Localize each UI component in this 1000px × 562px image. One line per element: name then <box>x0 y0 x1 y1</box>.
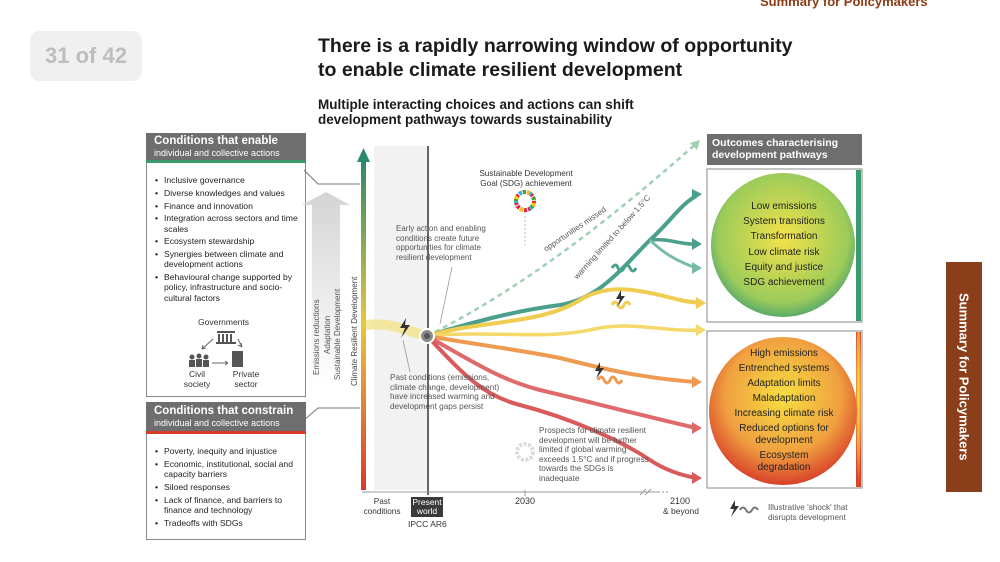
enable-item: Synergies between climate and developmen… <box>155 249 303 269</box>
positive-outcomes: Low emissions System transitions Transfo… <box>719 200 849 289</box>
negative-outcome: Adaptation limits <box>747 378 821 389</box>
positive-outcome: SDG achievement <box>743 277 825 289</box>
negative-globe <box>709 337 857 485</box>
civil-society-icon <box>189 353 209 367</box>
timeline-2030: 2030 <box>515 496 536 506</box>
page-indicator: 31 of 42 <box>30 31 142 81</box>
negative-outcome: High emissions <box>750 348 818 359</box>
private-sector-icon <box>232 351 243 367</box>
annotation-prospects: Prospects for climate resilient developm… <box>539 426 649 483</box>
missed-arrow-icon <box>690 140 700 150</box>
constrain-item: Lack of finance, and barriers to finance… <box>155 495 303 515</box>
timeline-beyond: & beyond <box>663 506 699 516</box>
timeline-present-world: Present world <box>411 497 443 517</box>
teal-arrow-icon <box>692 189 702 201</box>
constrain-item: Siloed responses <box>155 482 303 492</box>
actor-governments: Governments <box>198 317 250 327</box>
actor-private-sector: Private sector <box>232 369 260 389</box>
shock-bolt-icon <box>616 290 625 307</box>
outcomes-header <box>707 134 862 165</box>
enable-item: Finance and innovation <box>155 201 303 211</box>
negative-outcome: Entrenched systems <box>738 363 830 374</box>
figure-title: There is a rapidly narrowing window of o… <box>318 34 878 82</box>
figure-subtitle: Multiple interacting choices and actions… <box>318 97 738 127</box>
figure-subtitle-line2: development pathways towards sustainabil… <box>318 112 613 127</box>
legend-shock-label: Illustrative 'shock' that disrupts devel… <box>768 503 848 522</box>
negative-outcome: Increasing climate risk <box>734 408 834 419</box>
timeline-2100: 2100 <box>670 496 691 506</box>
constrain-item: Tradeoffs with SDGs <box>155 518 303 528</box>
enable-item: Inclusive governance <box>155 175 303 185</box>
shock-bolt-icon <box>595 362 604 379</box>
enable-item: Ecosystem stewardship <box>155 236 303 246</box>
positive-outcome: Low climate risk <box>748 246 820 258</box>
axis-label-emissions: Emissions reductions <box>312 299 321 375</box>
constrain-list: Poverty, inequity and injustice Economic… <box>155 446 303 530</box>
negative-outcome: Maladaptation <box>752 393 816 404</box>
legend-shock-icon <box>730 500 739 517</box>
crd-axis <box>361 160 366 490</box>
pathway-yellow <box>426 287 701 338</box>
positive-outcome: System transitions <box>743 216 825 228</box>
pathway-teal <box>426 194 698 338</box>
positive-outcome: Low emissions <box>751 201 817 212</box>
negative-outcome: Ecosystem degradation <box>757 450 811 473</box>
actor-civil-society: Civil society <box>183 369 211 389</box>
crd-axis-arrow-icon <box>357 148 370 162</box>
negative-bar <box>856 332 861 487</box>
actor-arrows-icon <box>201 338 243 366</box>
figure-title-line1: There is a rapidly narrowing window of o… <box>318 35 793 57</box>
enable-list: Inclusive governance Diverse knowledges … <box>155 175 303 305</box>
annotation-past-conditions: Past conditions (emissions, climate chan… <box>390 373 500 411</box>
time-axis-break-icon <box>639 488 652 496</box>
pathway-red <box>426 334 697 430</box>
figure-title-line2: to enable climate resilient development <box>318 59 683 81</box>
constrain-subtitle: individual and collective actions <box>154 418 280 428</box>
actors-diagram <box>189 331 243 367</box>
header-tag: Summary for Policymakers <box>760 0 928 9</box>
timeline-past-conditions: Past conditions <box>363 497 401 516</box>
past-area <box>374 146 427 490</box>
negative-outcomes: High emissions Entrenched systems Adapta… <box>723 348 845 474</box>
constrain-item: Poverty, inequity and injustice <box>155 446 303 456</box>
side-tab-label: Summary for Policymakers <box>956 293 972 461</box>
enable-header: Conditions that enable individual and co… <box>146 133 306 163</box>
positive-outcome: Transformation <box>750 231 818 243</box>
axis-label-sustainable: Sustainable Development <box>333 288 342 380</box>
enable-item: Behavioural change supported by policy, … <box>155 272 303 303</box>
positive-bar <box>856 170 861 321</box>
governments-icon <box>216 331 236 344</box>
progress-arrow-icon <box>302 192 350 388</box>
enable-connector <box>303 169 360 185</box>
axis-label-crd: Climate Resilient Development <box>350 276 359 386</box>
sdg-wheel-icon <box>514 190 536 212</box>
shock-bolt-icon <box>400 318 410 338</box>
enable-item: Diverse knowledges and values <box>155 188 303 198</box>
timeline-ipcc: IPCC AR6 <box>408 519 447 529</box>
positive-outcome: Equity and justice <box>744 261 824 273</box>
constrain-header: Conditions that constrain individual and… <box>146 402 306 434</box>
enable-item: Integration across sectors and time scal… <box>155 213 303 233</box>
enable-title: Conditions that enable <box>154 135 278 147</box>
annotation-sdg: Sustainable Development Goal (SDG) achie… <box>479 169 573 188</box>
constrain-title: Conditions that constrain <box>154 405 294 417</box>
annotation-early-action: Early action and enabling conditions cre… <box>396 224 486 262</box>
constrain-item: Economic, institutional, social and capa… <box>155 459 303 479</box>
missed-opportunities-line <box>426 141 699 338</box>
enable-subtitle: individual and collective actions <box>154 148 280 158</box>
figure-subtitle-line1: Multiple interacting choices and actions… <box>318 97 634 112</box>
side-tab-summary[interactable]: Summary for Policymakers <box>946 262 982 492</box>
positive-globe <box>711 173 855 317</box>
outcomes-title: Outcomes characterising development path… <box>712 137 839 161</box>
sdg-wheel-faded-icon <box>515 442 535 462</box>
shock-squiggle <box>610 263 638 273</box>
pathway-orange <box>426 334 697 384</box>
axis-label-adaptation: Adaptation <box>323 315 332 354</box>
negative-outcome: Reduced options for development <box>739 423 829 446</box>
constrain-connector <box>303 407 360 421</box>
